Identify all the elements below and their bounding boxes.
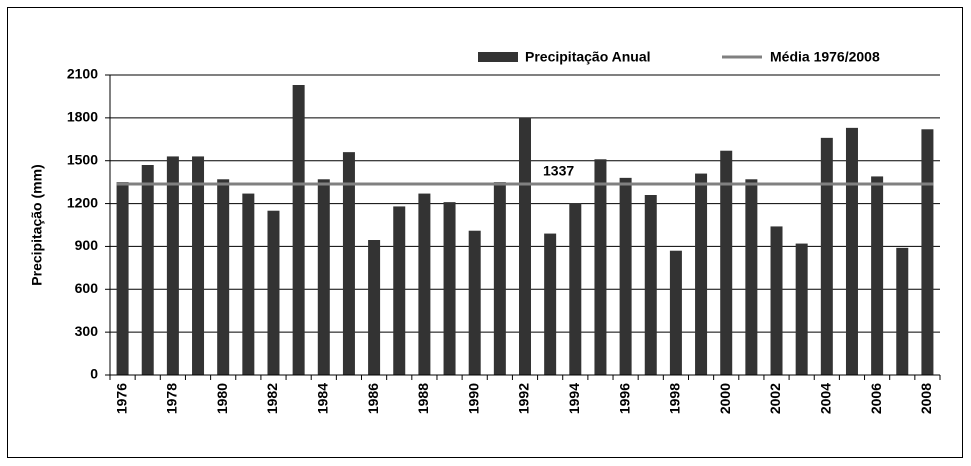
legend-label: Precipitação Anual [525,49,651,65]
bar [166,156,179,375]
x-tick-label: 2000 [717,383,733,414]
bar [116,182,129,375]
x-tick-label: 1992 [516,383,532,414]
x-tick-label: 2008 [918,383,934,414]
bar [669,250,682,375]
bar [871,176,884,375]
bar [770,226,783,375]
bar [845,127,858,375]
y-tick-label: 900 [75,237,99,253]
legend-swatch [478,52,518,62]
bar [795,243,808,375]
y-tick-label: 0 [90,366,98,382]
bar [468,230,481,375]
y-tick-label: 1800 [67,109,98,125]
bar [644,195,657,375]
bar [695,173,708,375]
x-tick-label: 2004 [818,383,834,414]
legend-label: Média 1976/2008 [770,49,880,65]
bar [493,182,506,375]
y-tick-label: 1500 [67,151,98,167]
bar [141,165,154,375]
chart-frame [7,7,963,458]
bar [242,193,255,375]
x-tick-label: 1978 [164,383,180,414]
bar [896,247,909,375]
y-tick-label: 2100 [67,66,98,82]
bar [317,179,330,375]
bar [192,156,205,375]
bar [569,203,582,375]
x-tick-label: 2006 [868,383,884,414]
x-tick-label: 1990 [465,383,481,414]
bar [217,179,230,375]
y-axis-label: Precipitação (mm) [29,164,45,285]
bar [267,210,280,375]
x-tick-label: 1986 [365,383,381,414]
y-tick-label: 300 [75,323,99,339]
x-tick-label: 1976 [113,383,129,414]
x-tick-label: 1994 [566,383,582,414]
bar [619,177,632,375]
bar [292,85,305,375]
x-tick-label: 1996 [616,383,632,414]
y-tick-label: 600 [75,280,99,296]
bar [443,202,456,375]
x-tick-label: 2002 [767,383,783,414]
x-tick-label: 1988 [415,383,431,414]
x-tick-label: 1998 [667,383,683,414]
x-tick-label: 1984 [314,383,330,414]
bar [594,159,607,375]
bar [544,233,557,375]
bar [820,137,833,375]
bar [720,150,733,375]
x-tick-label: 1982 [264,383,280,414]
bar [368,240,381,375]
bar [393,206,406,375]
y-tick-label: 1200 [67,194,98,210]
bar [745,179,758,375]
bar [418,193,431,375]
bar [342,152,355,375]
mean-label: 1337 [543,163,574,179]
bar [519,117,531,375]
x-tick-label: 1980 [214,383,230,414]
bar [921,129,934,375]
